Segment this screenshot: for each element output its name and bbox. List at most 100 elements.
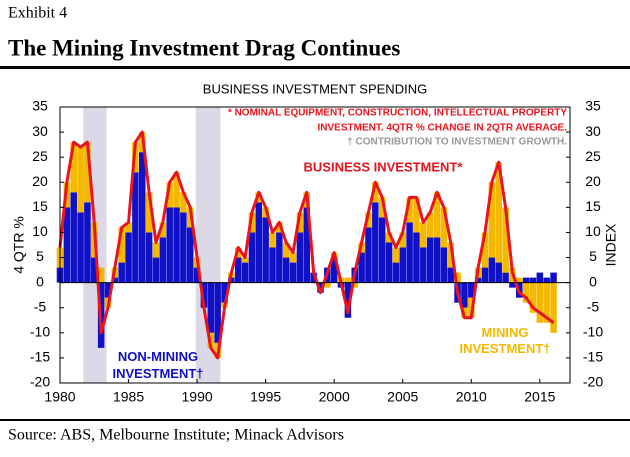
bar (317, 282, 324, 293)
bar (522, 282, 530, 303)
bar (63, 207, 71, 283)
bar (262, 217, 269, 283)
bar (351, 282, 359, 288)
bar (454, 272, 461, 283)
bar (461, 282, 468, 308)
bar (282, 242, 290, 258)
bar (70, 192, 77, 283)
bar (180, 192, 187, 213)
bar (221, 282, 228, 303)
bar (330, 257, 338, 283)
bar (125, 232, 132, 283)
x-tick-label: 1985 (113, 389, 144, 405)
y2-tick-label: 10 (585, 223, 601, 239)
series-label-line: INVESTMENT† (112, 366, 203, 381)
bar (550, 272, 557, 283)
y-tick-label: 20 (32, 173, 48, 189)
bar (372, 202, 379, 283)
bar (248, 212, 256, 233)
bar (426, 212, 434, 238)
bar (289, 252, 297, 263)
y-tick-label: -5 (34, 298, 47, 314)
bar (159, 222, 167, 238)
chart-subtitle: BUSINESS INVESTMENT SPENDING (203, 81, 427, 96)
y2-tick-label: 25 (585, 148, 601, 164)
bar (502, 272, 509, 283)
bar (440, 207, 448, 248)
y-tick-label: 30 (32, 123, 48, 139)
bar (509, 282, 516, 288)
bar (152, 242, 160, 258)
bar (125, 222, 132, 233)
bar (118, 227, 125, 263)
series-label: BUSINESS INVESTMENT* (304, 159, 464, 174)
bar (522, 277, 530, 283)
bar (529, 277, 537, 283)
bar (474, 277, 482, 283)
bar (296, 232, 304, 283)
y-tick-label: 15 (32, 198, 48, 214)
bar (344, 277, 352, 283)
bar (392, 247, 400, 263)
bar (241, 257, 249, 263)
bar (495, 162, 502, 263)
bar (420, 222, 427, 248)
y2-tick-label: 35 (585, 98, 601, 114)
plot-frame (59, 106, 571, 384)
y2-tick-label: 0 (589, 273, 597, 289)
bar (481, 232, 489, 268)
x-tick-label: 1995 (250, 389, 281, 405)
bar (516, 277, 523, 283)
bar (447, 267, 454, 283)
y-tick-label: 25 (32, 148, 48, 164)
y2-tick-label: 15 (585, 198, 601, 214)
x-tick-label: 1980 (44, 389, 75, 405)
bar (118, 262, 125, 283)
bar (173, 207, 180, 283)
bar (392, 262, 400, 283)
y2-axis-label: INDEX (603, 223, 619, 266)
bar (488, 182, 496, 258)
bar (248, 232, 256, 283)
bar (344, 282, 352, 318)
bar (276, 222, 283, 233)
y-tick-label: 5 (36, 248, 44, 264)
series-label-line: NON-MINING (118, 349, 198, 364)
bar (543, 277, 550, 283)
bar (536, 282, 544, 323)
bar (159, 237, 167, 283)
y2-tick-label: -20 (583, 374, 603, 390)
bar (310, 272, 317, 283)
bar (420, 247, 427, 283)
series-label: NON-MINING INVESTMENT† (112, 349, 203, 381)
y2-tick-label: 5 (589, 248, 597, 264)
x-tick-label: 2015 (524, 389, 555, 405)
bar (413, 232, 420, 283)
bar (255, 192, 263, 203)
bar (495, 262, 502, 283)
bar (296, 212, 304, 233)
bar (282, 257, 290, 283)
y2-tick-label: 30 (585, 123, 601, 139)
bar (543, 282, 550, 323)
bar (289, 262, 297, 283)
y2-tick-label: -15 (583, 349, 603, 365)
bar (502, 207, 509, 273)
bar (255, 202, 263, 283)
bar (193, 267, 201, 283)
bar (139, 152, 146, 283)
bar (91, 257, 98, 283)
bar (77, 212, 84, 283)
bar (70, 142, 77, 193)
bar (104, 282, 112, 298)
bar (324, 282, 331, 288)
bar (399, 232, 406, 248)
bar (276, 232, 283, 283)
bar (378, 217, 386, 283)
bar (152, 257, 160, 283)
y-tick-label: -10 (30, 324, 50, 340)
y2-tick-label: -10 (583, 324, 603, 340)
bar (269, 232, 276, 248)
